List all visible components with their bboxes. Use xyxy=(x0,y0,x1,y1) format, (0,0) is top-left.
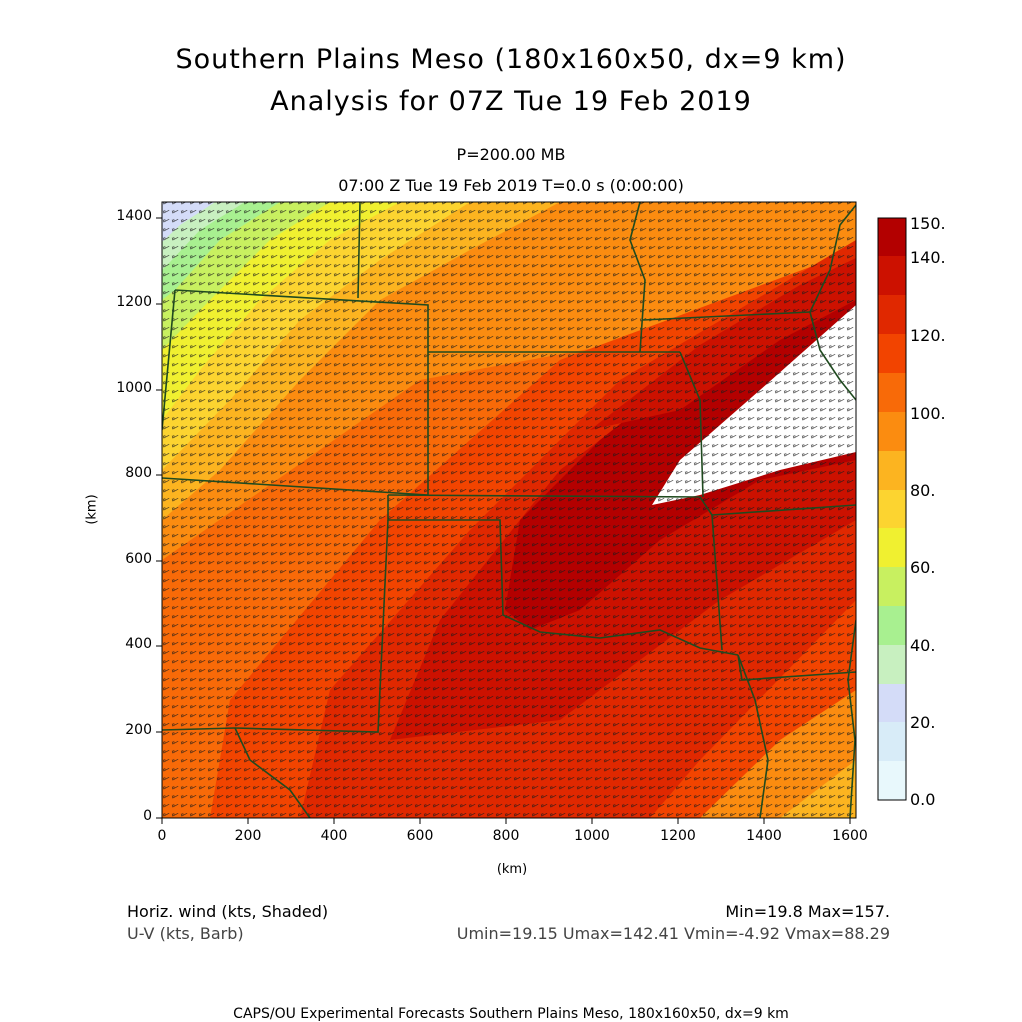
title-line-1: Southern Plains Meso (180x160x50, dx=9 k… xyxy=(175,44,847,75)
uv-range-text: Umin=19.15 Umax=142.41 Vmin=-4.92 Vmax=8… xyxy=(456,924,890,943)
y-tick-label: 200 xyxy=(125,722,152,738)
y-tick-label: 800 xyxy=(125,465,152,481)
colorbar-label: 140. xyxy=(910,248,946,267)
colorbar-label: 40. xyxy=(910,636,936,655)
x-tick-label: 0 xyxy=(157,828,167,844)
colorbar-label: 100. xyxy=(910,404,946,423)
y-tick-label: 1400 xyxy=(116,208,152,224)
x-tick-label: 200 xyxy=(234,828,262,844)
field-label-barb: U-V (kts, Barb) xyxy=(127,924,244,943)
x-tick-label: 1200 xyxy=(660,828,696,844)
state-borders xyxy=(162,202,856,818)
valid-time: 07:00 Z Tue 19 Feb 2019 T=0.0 s (0:00:00… xyxy=(338,176,684,195)
colorbar-label: 60. xyxy=(910,558,936,577)
colorbar-label: 150. xyxy=(910,214,946,233)
x-tick-label: 1600 xyxy=(832,828,868,844)
y-tick-label: 1000 xyxy=(116,380,152,396)
min-max-text: Min=19.8 Max=157. xyxy=(725,902,890,921)
x-tick-label: 1000 xyxy=(574,828,610,844)
y-tick-label: 400 xyxy=(125,636,152,652)
y-tick-label: 600 xyxy=(125,551,152,567)
x-tick-label: 400 xyxy=(320,828,348,844)
x-axis-label: (km) xyxy=(496,862,528,877)
y-axis-label: (km) xyxy=(84,494,100,525)
colorbar xyxy=(877,217,907,801)
colorbar-label: 0.0 xyxy=(910,790,936,809)
colorbar-label: 120. xyxy=(910,326,946,345)
x-tick-label: 800 xyxy=(492,828,520,844)
field-label-shaded: Horiz. wind (kts, Shaded) xyxy=(127,902,329,921)
pressure-level: P=200.00 MB xyxy=(456,145,566,164)
y-tick-label: 0 xyxy=(143,808,152,824)
x-tick-label: 600 xyxy=(406,828,434,844)
wind-speed-shading xyxy=(162,202,856,818)
footer-credit: CAPS/OU Experimental Forecasts Southern … xyxy=(233,1006,789,1022)
x-tick-label: 1400 xyxy=(746,828,782,844)
colorbar-label: 80. xyxy=(910,481,936,500)
colorbar-label: 20. xyxy=(910,713,936,732)
y-tick-label: 1200 xyxy=(116,294,152,310)
title-line-2: Analysis for 07Z Tue 19 Feb 2019 xyxy=(270,86,752,117)
